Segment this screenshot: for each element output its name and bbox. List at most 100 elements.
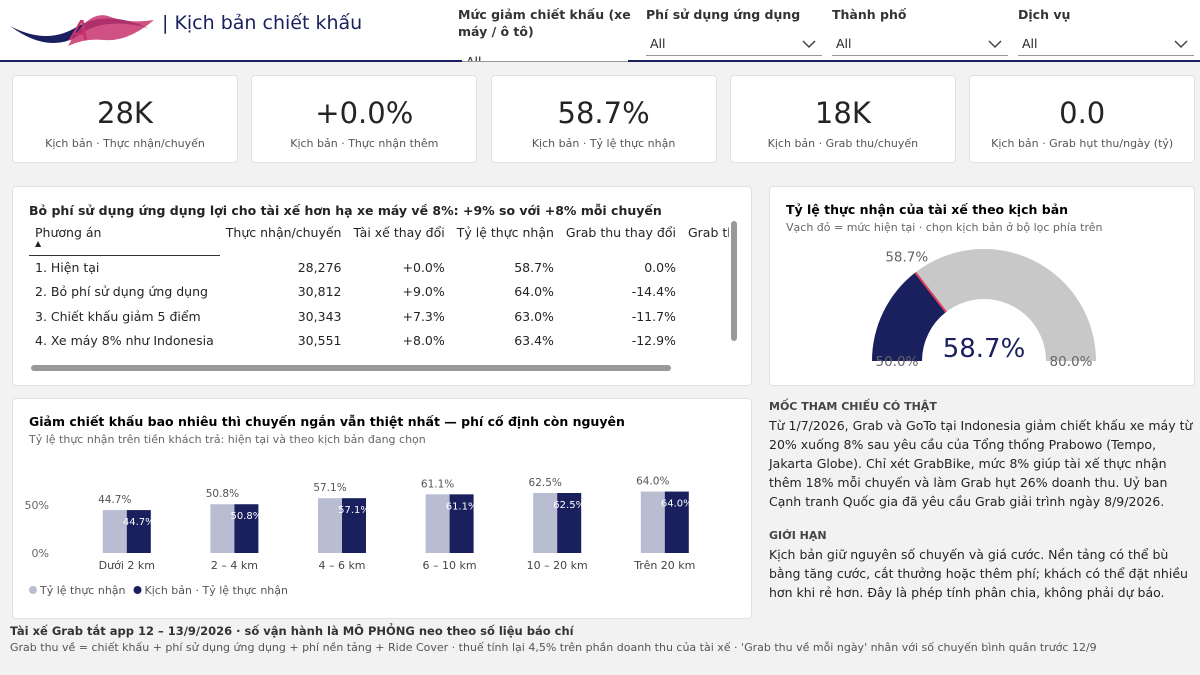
chevron-path	[802, 40, 816, 49]
kpi-label: Kịch bản · Grab hụt thu/ngày (tỷ)	[991, 137, 1174, 150]
table-cell: +8.0%	[402, 333, 445, 349]
kpi-value: 28K	[97, 96, 153, 130]
legend-label: Tỷ lệ thực nhận	[39, 584, 126, 597]
data-label: 50.8%	[231, 511, 263, 522]
kpi-value: 58.7%	[557, 96, 650, 130]
filter-dropdown[interactable]: All	[1018, 30, 1194, 56]
kpi-label: Kịch bản · Thực nhận/chuyến	[45, 137, 205, 150]
column-header: Tài xế thay đổi	[353, 225, 445, 240]
table-cell: 64.0%	[514, 284, 554, 300]
x-tick-label: Dưới 2 km	[99, 559, 155, 572]
table-title: Bỏ phí sử dụng ứng dụng lợi cho tài xế h…	[29, 203, 662, 218]
footer-line2: Grab thu về = chiết khấu + phí sử dụng ứ…	[10, 641, 1097, 654]
column-header: Tỷ lệ thực nhận	[456, 225, 554, 240]
bar	[126, 510, 151, 553]
bar	[533, 493, 558, 553]
bar	[102, 510, 127, 553]
table-row: 2. Bỏ phí sử dụng ứng dụng 30,812 +9.0% 64.…	[29, 280, 729, 305]
gauge-value-label: 58.7%	[943, 334, 1026, 364]
data-label: 57.1%	[338, 505, 370, 516]
table-cell: 1. Hiện tại	[35, 260, 100, 275]
bar	[342, 498, 366, 553]
table-cell: 58.7%	[514, 259, 554, 275]
column-header: Phương án ▲	[29, 221, 220, 256]
filter-dropdown[interactable]: All	[462, 54, 628, 62]
table-cell: 28,276	[297, 259, 342, 275]
x-tick-label: 10 – 20 km	[527, 559, 588, 572]
table-cell: +7.3%	[402, 308, 445, 324]
bar	[449, 494, 474, 553]
filter-label: Thành phố	[832, 7, 907, 22]
filter-label: Mức giảm chiết khấu (xe máy / ô tô)	[458, 7, 631, 39]
table-cell: 3. Chiết khấu giảm 5 điểm	[35, 308, 201, 324]
table-cell: 63.4%	[514, 333, 554, 349]
data-label: 62.5%	[553, 500, 585, 511]
gauge-range-label: 50.0%	[876, 354, 919, 370]
note-title: GIỚI HẠN	[769, 529, 827, 542]
notes: MỐC THAM CHIẾU CÓ THẬT Từ 1/7/2026, Grab …	[769, 400, 1195, 602]
table-viewport: Phương án ▲ Thực nhận/chuyến Tài xế thay đổ…	[29, 221, 729, 361]
y-tick-label: 50%	[25, 499, 49, 512]
data-label: 44.7%	[123, 517, 155, 528]
bar	[210, 504, 235, 553]
table-cell: 4. Xe máy 8% như Indonesia	[35, 333, 214, 349]
chevron-path	[1174, 40, 1188, 49]
gauge-subtitle: Vạch đỏ = mức hiện tại · chọn kịch bản ở…	[786, 221, 1103, 234]
gauge-card: Tỷ lệ thực nhận của tài xế theo kịch bản…	[769, 186, 1195, 386]
data-label: 61.1%	[446, 501, 478, 512]
gauge-chart: Tỷ lệ thực nhận của tài xế theo kịch bản…	[786, 202, 1103, 370]
svg-text:A: A	[68, 14, 89, 47]
legend-dot	[29, 586, 37, 594]
x-tick-label: 2 – 4 km	[211, 559, 258, 572]
header: A | Kịch bản chiết khấu Mức giảm chiết k…	[0, 0, 1200, 62]
bar	[234, 504, 259, 553]
table-cell: 2. Bỏ phí sử dụng ứng dụng	[35, 284, 208, 300]
kpi-card: 18K Kịch bản · Grab thu/chuyến	[729, 75, 956, 163]
bar-title: Giảm chiết khấu bao nhiêu thì chuyến ngắ…	[29, 414, 625, 429]
data-label: 61.1%	[421, 478, 454, 490]
bar	[557, 493, 582, 553]
note-text: Từ 1/7/2026, Grab và GoTo tại Indonesia …	[769, 418, 1193, 509]
filter-value: All	[836, 36, 852, 51]
filter-dropdown[interactable]: All	[646, 30, 822, 56]
sort-arrow: ▲	[35, 239, 42, 248]
table-cell: +0.0%	[402, 259, 445, 275]
kpi-label: Kịch bản · Tỷ lệ thực nhận	[531, 137, 676, 150]
y-tick-label: 0%	[32, 547, 49, 560]
table-cell: 0.0%	[644, 259, 676, 275]
bar	[318, 498, 342, 553]
gauge-value	[872, 272, 946, 361]
page-title: | Kịch bản chiết khấu	[162, 12, 363, 34]
table-cell: -14.4%	[631, 284, 676, 300]
x-tick-label: 4 – 6 km	[318, 559, 365, 572]
kpi-label: Kịch bản · Thực nhận thêm	[290, 137, 439, 150]
table: Phương án ▲ Thực nhận/chuyến Tài xế thay đổ…	[29, 221, 729, 353]
chevron-path	[988, 40, 1002, 49]
table-cell: 30,343	[297, 308, 342, 324]
scrollbar-v[interactable]	[731, 221, 737, 341]
data-label: 64.0%	[661, 499, 693, 510]
bar-chart: Giảm chiết khấu bao nhiêu thì chuyến ngắ…	[25, 414, 696, 597]
filter-dropdown[interactable]: All	[832, 30, 1008, 56]
filter-label: Dịch vụ	[1018, 7, 1071, 22]
table-row: 3. Chiết khấu giảm 5 điểm 30,343 +7.3% 63.0…	[29, 304, 729, 329]
kpi-value: 18K	[814, 96, 871, 130]
legend-label: Kịch bản · Tỷ lệ thực nhận	[145, 584, 289, 597]
gauge-target-label: 58.7%	[885, 249, 928, 265]
data-label: 64.0%	[636, 476, 669, 488]
data-label: 57.1%	[313, 482, 346, 494]
filter-value: All	[466, 54, 482, 62]
x-tick-label: Trên 20 km	[633, 559, 695, 572]
chevron	[802, 40, 816, 49]
column-header: Grab thu thay đổi	[565, 225, 676, 240]
kpi-value: +0.0%	[315, 96, 414, 130]
column-header: Grab thu/ngày	[687, 225, 729, 240]
column-header: Thực nhận/chuyến	[225, 225, 342, 240]
table-cell: 30,812	[297, 284, 342, 300]
table-cell: 30,551	[297, 333, 342, 349]
chevron	[988, 40, 1002, 49]
scrollbar-h[interactable]	[31, 365, 671, 371]
filter-label: Phí sử dụng ứng dụng	[646, 7, 801, 22]
bar	[425, 494, 450, 553]
